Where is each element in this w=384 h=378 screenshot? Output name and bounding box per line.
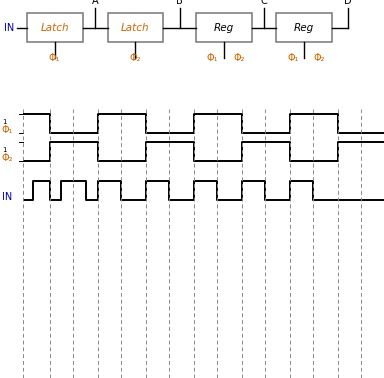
Text: Φ₁: Φ₁ (2, 125, 13, 135)
Text: Φ₁: Φ₁ (287, 53, 298, 63)
Text: Φ₁: Φ₁ (49, 53, 60, 63)
Text: B: B (176, 0, 183, 6)
Text: C: C (261, 0, 267, 6)
Text: Reg: Reg (294, 23, 314, 33)
Text: 1: 1 (2, 147, 7, 153)
Text: Latch: Latch (121, 23, 150, 33)
Text: IN: IN (4, 23, 14, 33)
Text: Reg: Reg (214, 23, 234, 33)
Bar (27, 13, 83, 42)
Text: Φ₂: Φ₂ (314, 53, 325, 63)
Text: A: A (92, 0, 98, 6)
Text: IN: IN (2, 192, 12, 203)
Bar (196, 13, 252, 42)
Bar (276, 13, 332, 42)
Text: 1: 1 (2, 119, 7, 125)
Text: Φ₁: Φ₁ (207, 53, 218, 63)
Bar (108, 13, 163, 42)
Text: D: D (344, 0, 351, 6)
Text: Φ₂: Φ₂ (2, 153, 13, 163)
Text: Φ₂: Φ₂ (130, 53, 141, 63)
Text: Latch: Latch (40, 23, 69, 33)
Text: Φ₂: Φ₂ (233, 53, 245, 63)
